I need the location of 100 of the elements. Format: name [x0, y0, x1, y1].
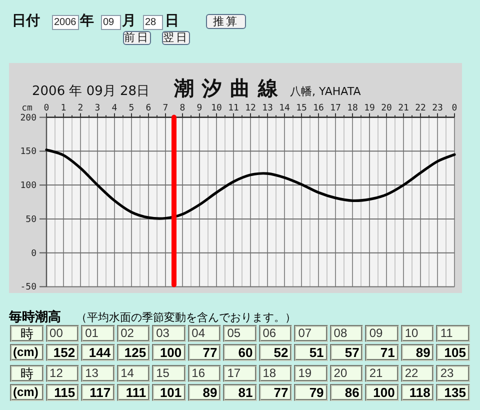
x-tick-label: 7: [162, 103, 168, 114]
x-tick-label: 19: [364, 103, 375, 114]
chart-title: 毎時潮高: [9, 310, 61, 325]
x-tick-label: 21: [398, 103, 409, 114]
header-cell: 14: [116, 365, 150, 382]
header-cell: (cm): [10, 384, 44, 401]
header-cell: 20: [330, 365, 364, 382]
header-cell: 02: [116, 325, 150, 342]
data-label: 77: [274, 385, 288, 400]
heatmap-cell: 118: [400, 384, 434, 401]
data-label: 125: [124, 345, 146, 360]
text: 日付: [12, 13, 41, 29]
y-tick-label: 0: [31, 248, 36, 259]
y-tick-label: (cm): [13, 345, 38, 359]
heatmap-cell: 101: [152, 384, 186, 401]
heatmap-cell: 60: [223, 344, 257, 361]
header-cell: 時: [10, 365, 44, 382]
heatmap-cell: 71: [365, 344, 399, 361]
x-tick-label: 20: [381, 103, 392, 114]
header-cell: 01: [81, 325, 115, 342]
header-cell: 21: [365, 365, 399, 382]
x-tick-label: 13: [262, 103, 273, 114]
x-tick-label: 06: [262, 326, 276, 340]
x-tick-label: 13: [85, 366, 98, 380]
header-cell: 19: [294, 365, 328, 382]
x-tick-label: 11: [228, 103, 239, 114]
data-label: 118: [409, 385, 430, 400]
x-tick-label: 4: [112, 103, 118, 114]
x-tick-label: 0: [44, 103, 50, 114]
x-tick-label: 22: [415, 103, 426, 114]
heatmap-cell: 89: [400, 344, 434, 361]
x-tick-label: 17: [227, 366, 241, 380]
x-tick-label: 18: [262, 366, 276, 380]
data-label: 144: [88, 345, 111, 360]
text: 2006 年 09月 28日: [32, 84, 150, 99]
data-label: 111: [126, 385, 146, 400]
x-tick-label: 15: [296, 103, 307, 114]
x-tick-label: 11: [440, 326, 453, 340]
x-tick-label: 16: [192, 366, 206, 380]
button: 推算: [206, 14, 246, 29]
data-label: 100: [373, 385, 395, 400]
x-tick-label: 20: [334, 366, 348, 380]
text: 日: [165, 13, 180, 29]
x-tick-label: 14: [279, 103, 290, 114]
x-tick-label: 04: [192, 326, 206, 340]
header-cell: 07: [294, 325, 328, 342]
x-tick-label: 0: [452, 103, 458, 114]
heatmap-cell: 77: [258, 384, 292, 401]
header-cell: 16: [188, 365, 222, 382]
header-cell: (cm): [10, 344, 44, 361]
text-field: 2006: [52, 15, 79, 30]
header-cell: 09: [365, 325, 399, 342]
data-label: 101: [160, 385, 182, 400]
header-cell: 00: [46, 325, 80, 342]
heatmap-cell: 51: [294, 344, 328, 361]
x-tick-label: 6: [146, 103, 152, 114]
button: 前日: [123, 31, 151, 45]
header-cell: 22: [400, 365, 434, 382]
heatmap-cell: 135: [436, 384, 470, 401]
heatmap-cell: 89: [188, 384, 222, 401]
y-tick-label: 150: [20, 147, 36, 158]
data-label: 77: [202, 345, 218, 360]
y-tick-label: -50: [20, 282, 36, 293]
heatmap-cell: 105: [436, 344, 470, 361]
x-tick-label: 23: [440, 366, 454, 380]
heatmap-cell: 117: [81, 384, 115, 401]
data-label: 71: [380, 345, 395, 360]
heatmap-cell: 100: [365, 384, 399, 401]
heatmap-cell: 125: [116, 344, 150, 361]
x-tick-label: 00: [50, 326, 63, 340]
header-cell: 13: [81, 365, 115, 382]
x-tick-label: 22: [404, 366, 418, 380]
data-label: 117: [90, 385, 111, 400]
header-cell: 11: [436, 325, 470, 342]
header-cell: 23: [436, 365, 470, 382]
header-cell: 04: [188, 325, 222, 342]
x-tick-label: 14: [120, 366, 134, 380]
x-tick-label: 8: [180, 103, 186, 114]
x-tick-label: 10: [211, 103, 222, 114]
header-cell: 05: [223, 325, 257, 342]
header-cell: 17: [223, 365, 257, 382]
x-tick-label: 05: [227, 326, 241, 340]
heatmap-cell: 152: [46, 344, 80, 361]
x-tick-label: 18: [347, 103, 358, 114]
data-label: 89: [416, 345, 430, 360]
y-tick-label: 200: [20, 113, 36, 124]
y-axis-title: cm: [22, 103, 32, 114]
x-axis-title: 時: [20, 366, 34, 381]
header-cell: 18: [258, 365, 292, 382]
heatmap-cell: 52: [258, 344, 292, 361]
x-tick-label: 17: [330, 103, 341, 114]
x-tick-label: 09: [369, 326, 383, 340]
header-cell: 時: [10, 325, 44, 342]
data-label: 52: [274, 345, 288, 360]
header-cell: 08: [330, 325, 364, 342]
data-label: 86: [344, 385, 360, 400]
data-label: 115: [54, 385, 76, 400]
line-series: [45, 148, 456, 220]
x-tick-label: 9: [196, 103, 202, 114]
x-tick-label: 3: [94, 103, 100, 114]
